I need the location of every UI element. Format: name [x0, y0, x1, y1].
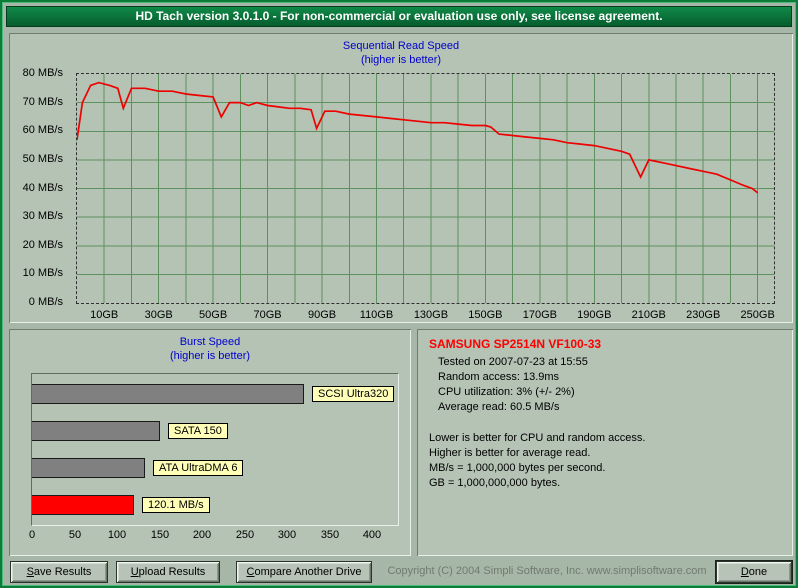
sequential-chart-subtitle: (higher is better): [360, 54, 442, 66]
save-results-label: Save Results: [26, 566, 92, 578]
y-axis-tick-label: 20 MB/s: [22, 238, 63, 251]
y-axis-tick-label: 80 MB/s: [22, 67, 63, 79]
drive-detail-line: Random access: 13.9ms: [438, 371, 560, 383]
x-axis-tick-label: 70GB: [253, 309, 282, 321]
x-axis-tick-label: 210GB: [631, 309, 666, 321]
burst-axis-tick-label: 100: [107, 529, 127, 541]
x-axis-tick-label: 250GB: [740, 309, 775, 321]
burst-axis-tick-label: 0: [28, 529, 36, 541]
x-axis-tick-label: 150GB: [468, 309, 503, 321]
burst-axis-tick-label: 400: [362, 529, 382, 541]
burst-speed-panel: Burst Speed (higher is better) SCSI Ultr…: [9, 329, 411, 556]
info-note-line: MB/s = 1,000,000 bytes per second.: [429, 462, 606, 474]
compare-another-drive-button[interactable]: Compare Another Drive: [236, 561, 372, 583]
x-axis-tick-label: 230GB: [686, 309, 721, 321]
x-axis-tick-label: 170GB: [522, 309, 557, 321]
burst-bar: [32, 421, 160, 441]
done-button[interactable]: Done: [716, 561, 792, 583]
drive-name: SAMSUNG SP2514N VF100-33: [429, 337, 602, 351]
drive-detail-line: Tested on 2007-07-23 at 15:55: [438, 356, 588, 368]
x-axis-tick-label: 190GB: [577, 309, 612, 321]
burst-chart-title: Burst Speed: [179, 336, 241, 348]
burst-bar-label: 120.1 MB/s: [142, 497, 210, 513]
done-label: Done: [740, 566, 768, 578]
burst-bar: [32, 495, 134, 515]
sequential-chart-title: Sequential Read Speed: [342, 40, 460, 52]
burst-bar-label: SCSI Ultra320: [312, 386, 395, 402]
y-axis-tick-label: 40 MB/s: [22, 181, 63, 194]
y-axis-tick-label: 60 MB/s: [22, 124, 63, 137]
sequential-y-axis: 0 MB/s 10 MB/s 20 MB/s 30 MB/s 40 MB/s 50 MB/…: [9, 67, 69, 308]
drive-detail-line: Average read: 60.5 MB/s: [438, 401, 560, 413]
drive-info-content: SAMSUNG SP2514N VF100-33 Tested on 2007-…: [429, 337, 783, 550]
sequential-plot-area: [76, 73, 775, 304]
y-axis-tick-label: 10 MB/s: [22, 267, 63, 280]
x-axis-tick-label: 30GB: [144, 309, 173, 321]
x-axis-tick-label: 50GB: [199, 309, 228, 321]
save-results-button[interactable]: Save Results: [10, 561, 108, 583]
upload-results-button[interactable]: Upload Results: [116, 561, 220, 583]
window-title: HD Tach version 3.0.1.0 - For non-commer…: [135, 9, 663, 23]
burst-axis-tick-label: 350: [320, 529, 340, 541]
burst-x-axis: 0 50 100 150 200 250 300 350 400: [29, 529, 427, 543]
y-axis-tick-label: 30 MB/s: [22, 210, 63, 223]
info-note-line: GB = 1,000,000,000 bytes.: [429, 477, 561, 489]
drive-details: Tested on 2007-07-23 at 15:55 Random acce…: [429, 355, 783, 415]
burst-axis-tick-label: 250: [235, 529, 255, 541]
burst-bar: [32, 384, 304, 404]
info-note-line: Lower is better for CPU and random acces…: [429, 432, 646, 444]
copyright-text: Copyright (C) 2004 Simpli Software, Inc.…: [387, 565, 707, 577]
y-axis-tick-label: 70 MB/s: [22, 95, 63, 108]
x-axis-tick-label: 130GB: [413, 309, 449, 321]
info-notes: Lower is better for CPU and random acces…: [429, 431, 783, 491]
read-speed-line: [77, 81, 759, 194]
info-note-line: Higher is better for average read.: [429, 447, 591, 459]
burst-axis-tick-label: 150: [150, 529, 170, 541]
burst-axis-tick-label: 50: [68, 529, 82, 541]
burst-chart-subtitle: (higher is better): [169, 350, 251, 362]
burst-bar-label: ATA UltraDMA 6: [153, 460, 244, 476]
sequential-read-panel: Sequential Read Speed (higher is better)…: [9, 33, 793, 323]
x-axis-tick-label: 10GB: [90, 309, 119, 321]
title-bar[interactable]: HD Tach version 3.0.1.0 - For non-commer…: [6, 6, 792, 27]
compare-another-drive-label: Compare Another Drive: [246, 566, 362, 578]
burst-bar-chart: SCSI Ultra320 SATA 150 ATA UltraDMA 6 120.1…: [31, 373, 399, 526]
burst-bar: [32, 458, 145, 478]
sequential-read-line-chart: [77, 74, 774, 303]
y-axis-tick-label: 0 MB/s: [28, 296, 63, 308]
drive-detail-line: CPU utilization: 3% (+/- 2%): [438, 386, 575, 398]
drive-info-panel: SAMSUNG SP2514N VF100-33 Tested on 2007-…: [417, 329, 793, 556]
x-axis-tick-label: 110GB: [359, 309, 394, 321]
burst-bar-label: SATA 150: [168, 423, 228, 439]
burst-axis-tick-label: 300: [277, 529, 297, 541]
upload-results-label: Upload Results: [130, 566, 206, 578]
x-axis-tick-label: 90GB: [307, 309, 337, 321]
sequential-x-axis: 10GB 30GB 50GB 70GB 90GB 110GB 130GB 150GB 170GB…: [77, 309, 776, 323]
y-axis-tick-label: 50 MB/s: [22, 152, 63, 165]
burst-axis-tick-label: 200: [192, 529, 212, 541]
